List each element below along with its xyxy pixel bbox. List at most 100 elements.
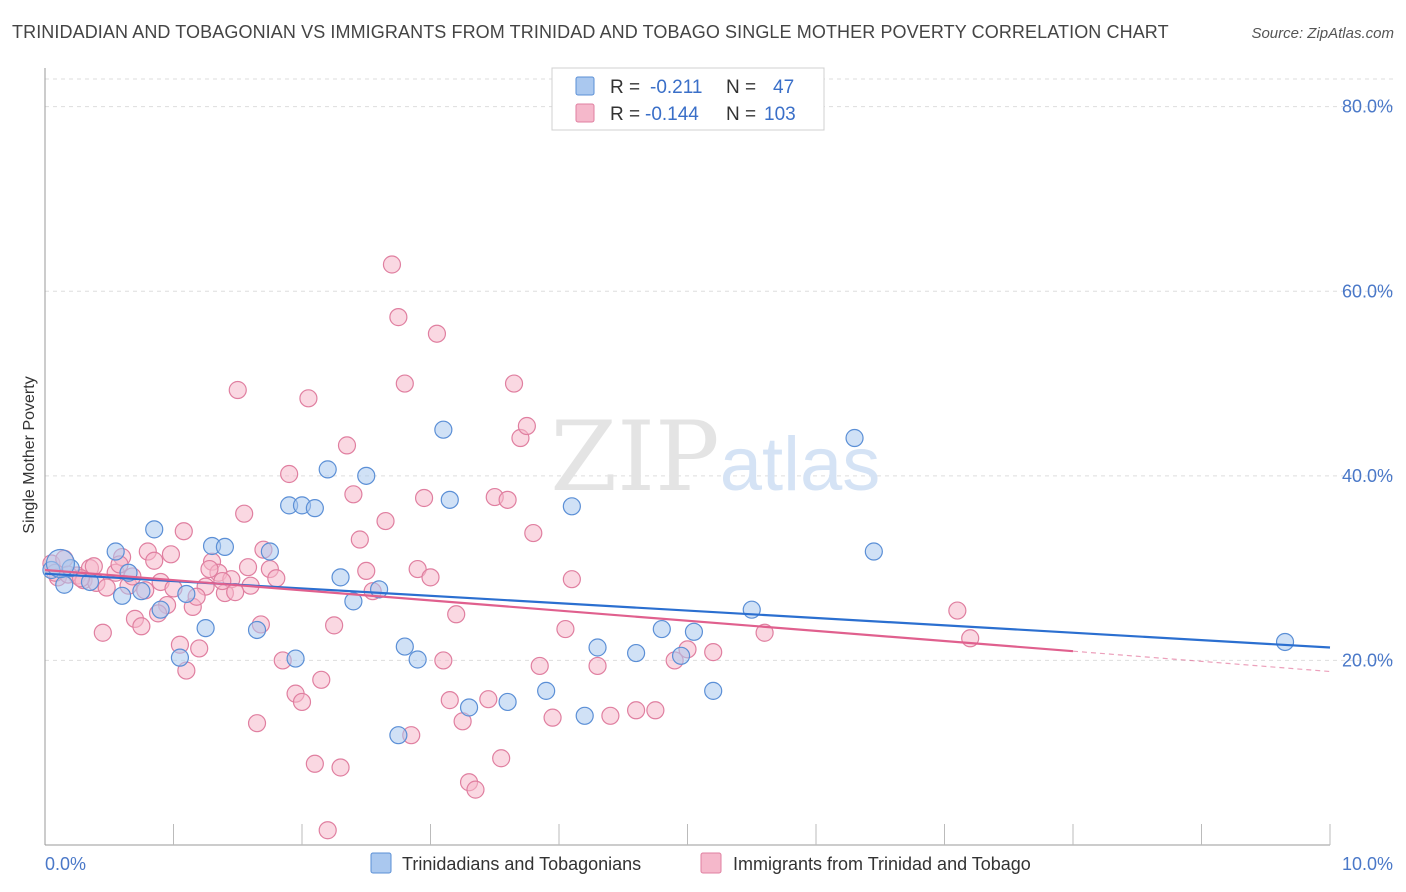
blue-point-16: [260, 542, 279, 561]
pink-point-27: [228, 380, 247, 400]
legend-n-value-pink: 103: [764, 104, 796, 125]
blue-point-7: [132, 582, 151, 601]
blue-point-26: [389, 726, 408, 745]
blue-point-11: [177, 584, 196, 604]
y-tick-label-3: 80.0%: [1342, 97, 1393, 117]
pink-point-58: [434, 651, 453, 670]
pink-point-30: [247, 714, 267, 733]
pink-point-38: [299, 389, 318, 408]
pink-point-50: [382, 255, 402, 274]
y-tick-label-0: 20.0%: [1342, 650, 1393, 670]
pink-point-64: [479, 690, 498, 709]
legend-r-label-pink: R =: [610, 104, 640, 125]
pink-point-82: [704, 643, 723, 662]
pink-point-55: [414, 488, 434, 508]
blue-point-43: [845, 428, 864, 448]
pink-point-98: [200, 559, 219, 579]
pink-point-66: [492, 749, 511, 768]
axes: [44, 68, 1331, 846]
pink-point-12: [132, 617, 151, 636]
blue-point-23: [344, 592, 363, 611]
blue-point-34: [562, 497, 581, 516]
pink-point-54: [408, 559, 427, 579]
pink-point-39: [305, 754, 324, 773]
blue-point-5: [112, 586, 132, 605]
pink-point-21: [190, 639, 209, 658]
blue-point-4: [106, 542, 125, 561]
pink-point-70: [517, 416, 536, 436]
watermark: ZIP atlas: [550, 401, 880, 513]
blue-point-27: [395, 637, 414, 656]
pink-point-14: [145, 551, 164, 570]
legend-label-immigrants: Immigrants from Trinidad and Tobago: [733, 854, 1031, 874]
legend-r-value-pink: -0.144: [645, 104, 699, 125]
blue-point-15: [247, 620, 267, 640]
pink-point-84: [948, 601, 967, 620]
trend-line-pink: [44, 568, 1074, 653]
blue-point-36: [588, 638, 607, 657]
x-tick-label-1: 10.0%: [1342, 854, 1393, 874]
pink-point-79: [646, 701, 665, 720]
pink-point-78: [626, 701, 646, 720]
blue-point-37: [626, 643, 646, 663]
series-legend: Trinidadians and Tobagonians Immigrants …: [370, 852, 1031, 874]
pink-point-7: [93, 623, 112, 642]
stats-legend: R = -0.211 N = 47 R = -0.144 N = 103: [551, 67, 825, 131]
series-pink-points: [42, 255, 980, 840]
blue-point-32: [498, 692, 517, 712]
pink-point-41: [318, 821, 337, 840]
blue-point-18: [286, 649, 305, 668]
pink-point-57: [427, 324, 447, 343]
blue-point-1: [55, 575, 74, 594]
pink-point-59: [440, 691, 459, 710]
pink-point-47: [357, 561, 376, 581]
blue-point-8: [145, 520, 164, 539]
blue-point-45: [1275, 632, 1295, 652]
stats-legend-box: [551, 67, 825, 131]
legend-n-label-blue: N =: [726, 77, 756, 98]
pink-point-60: [447, 605, 466, 624]
legend-swatch-immigrants: [700, 852, 722, 874]
pink-point-49: [376, 511, 395, 531]
pink-point-72: [530, 656, 549, 676]
blue-point-31: [459, 698, 479, 717]
legend-swatch-trinidadians: [370, 852, 392, 874]
pink-point-42: [325, 616, 344, 635]
blue-point-21: [318, 460, 337, 479]
pink-point-51: [389, 308, 408, 327]
pink-point-77: [601, 706, 620, 725]
blue-point-12: [196, 619, 215, 638]
chart-title: TRINIDADIAN AND TOBAGONIAN VS IMMIGRANTS…: [12, 22, 1169, 42]
x-tick-label-0: 0.0%: [45, 854, 86, 874]
pink-point-73: [543, 708, 562, 727]
blue-point-30: [440, 490, 459, 509]
pink-point-56: [421, 568, 440, 587]
pink-point-96: [174, 522, 193, 541]
trend-line-pink-extension: [1072, 650, 1331, 673]
pink-point-83: [755, 623, 774, 642]
legend-n-value-blue: 47: [773, 77, 794, 98]
y-tick-label-2: 60.0%: [1342, 281, 1393, 301]
blue-point-40: [684, 622, 704, 641]
blue-point-24: [357, 466, 376, 485]
pink-point-28: [235, 504, 254, 523]
blue-point-33: [537, 681, 556, 700]
legend-swatch-blue: [575, 76, 595, 96]
pink-point-43: [331, 758, 350, 777]
pink-point-90: [97, 578, 116, 597]
blue-point-22: [331, 568, 350, 587]
trend-lines: [44, 568, 1331, 673]
tick-labels: 20.0% 40.0% 60.0% 80.0% 0.0% 10.0%: [45, 97, 1393, 874]
blue-point-14: [215, 537, 234, 557]
blue-point-38: [652, 619, 671, 639]
pink-point-75: [562, 570, 581, 589]
pink-point-71: [524, 523, 543, 543]
y-axis-label: Single Mother Poverty: [21, 376, 38, 533]
blue-point-20: [305, 499, 324, 518]
legend-r-label-blue: R =: [610, 77, 640, 98]
pink-point-45: [344, 485, 363, 504]
blue-point-44: [864, 542, 883, 561]
pink-point-52: [395, 374, 414, 393]
pink-point-35: [280, 464, 299, 484]
